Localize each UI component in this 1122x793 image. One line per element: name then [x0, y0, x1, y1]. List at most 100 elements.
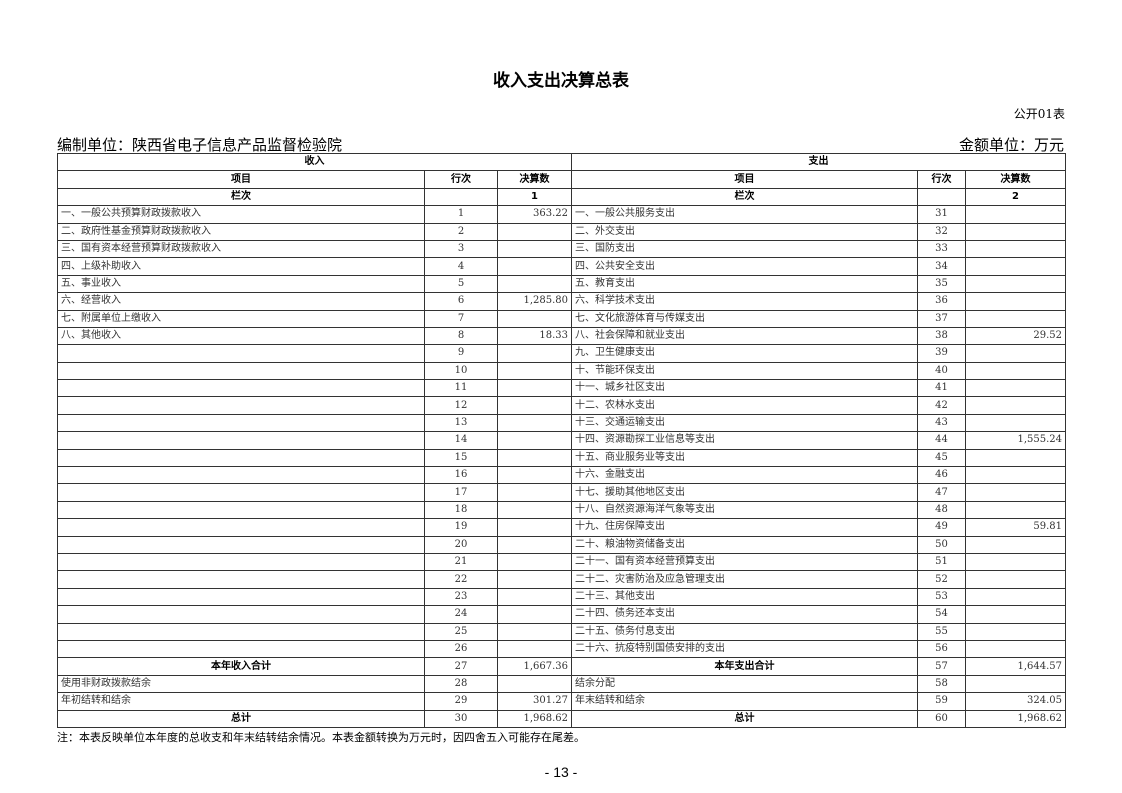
income-line-no: 20: [424, 535, 498, 554]
income-item: [57, 535, 425, 554]
expense-amount: [965, 639, 1066, 659]
expense-amount: [965, 309, 1066, 328]
expense-item: 二十五、债务付息支出: [571, 622, 918, 641]
expense-line-no: 54: [917, 605, 966, 624]
income-item: 三、国有资本经营预算财政拨款收入: [57, 239, 425, 259]
income-amount: [497, 587, 572, 607]
income-expense-table: 收入 支出 项目 行次 决算数 项目 行次 决算数 栏次 1 栏次 2 一、一般…: [57, 152, 1066, 728]
expense-line-no: 59: [917, 692, 966, 711]
table-row: 23 二十三、其他支出 53: [57, 587, 1066, 607]
income-header: 收入: [57, 152, 572, 172]
income-line-no: 10: [424, 361, 498, 381]
table-row: 年初结转和结余 29 301.27 年末结转和结余 59 324.05: [57, 692, 1066, 711]
expense-item: 十四、资源勘探工业信息等支出: [571, 431, 918, 450]
expense-item: 十、节能环保支出: [571, 361, 918, 381]
expense-item: 二十二、灾害防治及应急管理支出: [571, 570, 918, 589]
expense-amount: 59.81: [965, 518, 1066, 537]
income-line-no: 21: [424, 552, 498, 572]
expense-amount: [965, 500, 1066, 520]
table-row: 使用非财政拨款结余 28 结余分配 58: [57, 674, 1066, 694]
table-row: 本年收入合计 27 1,667.36 本年支出合计 57 1,644.57: [57, 657, 1066, 676]
table-row: 一、一般公共预算财政拨款收入 1 363.22 一、一般公共服务支出 31: [57, 205, 1066, 224]
income-line-no: 17: [424, 483, 498, 502]
expense-line-no: 56: [917, 639, 966, 659]
expense-amount: [965, 344, 1066, 363]
income-item: [57, 587, 425, 607]
expense-item: 五、教育支出: [571, 274, 918, 294]
income-line-no: 19: [424, 518, 498, 537]
amount-unit: 金额单位：万元: [958, 136, 1064, 154]
expense-amount: [965, 466, 1066, 485]
form-number: 公开01表: [1013, 107, 1065, 121]
income-line-no: 29: [424, 692, 498, 711]
table-row: 17 十七、援助其他地区支出 47: [57, 483, 1066, 502]
table-row: 六、经营收入 6 1,285.80 六、科学技术支出 36: [57, 292, 1066, 311]
expense-line-no: 44: [917, 431, 966, 450]
expense-line-no: 39: [917, 344, 966, 363]
expense-amount: [965, 239, 1066, 259]
income-item: [57, 500, 425, 520]
expense-line-no: 34: [917, 257, 966, 276]
expense-line-no: 45: [917, 448, 966, 468]
table-row: 14 十四、资源勘探工业信息等支出 44 1,555.24: [57, 431, 1066, 450]
expense-item: 七、文化旅游体育与传媒支出: [571, 309, 918, 328]
income-line-no: 11: [424, 379, 498, 398]
expense-item: 十三、交通运输支出: [571, 413, 918, 433]
expense-amount: 1,644.57: [965, 657, 1066, 676]
expense-item: 十八、自然资源海洋气象等支出: [571, 500, 918, 520]
expense-amount: 1,555.24: [965, 431, 1066, 450]
income-line-blank: [424, 187, 498, 207]
expense-line-no: 35: [917, 274, 966, 294]
income-line-no: 28: [424, 674, 498, 694]
income-amount: 1,968.62: [497, 709, 572, 728]
income-amount: [497, 309, 572, 328]
expense-amount: [965, 396, 1066, 415]
expense-amount: [965, 361, 1066, 381]
table-row: 20 二十、粮油物资储备支出 50: [57, 535, 1066, 554]
expense-amount: 324.05: [965, 692, 1066, 711]
table-row: 12 十二、农林水支出 42: [57, 396, 1066, 415]
income-amount: [497, 379, 572, 398]
income-item-header: 项目: [57, 170, 425, 189]
expense-amount: [965, 448, 1066, 468]
table-row: 16 十六、金融支出 46: [57, 466, 1066, 485]
expense-line-no: 52: [917, 570, 966, 589]
report-title: 收入支出决算总表: [493, 71, 629, 91]
income-line-no: 13: [424, 413, 498, 433]
income-amount: [497, 605, 572, 624]
expense-line-no: 50: [917, 535, 966, 554]
expense-amount: [965, 552, 1066, 572]
expense-item: 十一、城乡社区支出: [571, 379, 918, 398]
table-row: 19 十九、住房保障支出 49 59.81: [57, 518, 1066, 537]
expense-amount: [965, 483, 1066, 502]
expense-column-no: 2: [965, 187, 1066, 207]
expense-amount: 1,968.62: [965, 709, 1066, 728]
expense-line-no: 40: [917, 361, 966, 381]
expense-item: 二十一、国有资本经营预算支出: [571, 552, 918, 572]
expense-line-header: 行次: [917, 170, 966, 189]
expense-amount: [965, 413, 1066, 433]
income-item: 使用非财政拨款结余: [57, 674, 425, 694]
income-line-no: 16: [424, 466, 498, 485]
income-item: [57, 413, 425, 433]
expense-amount: [965, 257, 1066, 276]
income-item: 五、事业收入: [57, 274, 425, 294]
income-amount: [497, 396, 572, 415]
income-item: [57, 483, 425, 502]
income-item: [57, 448, 425, 468]
income-item: [57, 344, 425, 363]
table-row: 15 十五、商业服务业等支出 45: [57, 448, 1066, 468]
expense-item: 二十三、其他支出: [571, 587, 918, 607]
income-amount: [497, 222, 572, 241]
expense-line-no: 51: [917, 552, 966, 572]
income-line-no: 2: [424, 222, 498, 241]
expense-item: 三、国防支出: [571, 239, 918, 259]
table-row: 24 二十四、债务还本支出 54: [57, 605, 1066, 624]
income-amount: [497, 413, 572, 433]
income-line-no: 8: [424, 326, 498, 346]
income-item: [57, 431, 425, 450]
income-line-no: 18: [424, 500, 498, 520]
expense-line-no: 58: [917, 674, 966, 694]
income-amount: 1,285.80: [497, 292, 572, 311]
expense-amount: [965, 570, 1066, 589]
